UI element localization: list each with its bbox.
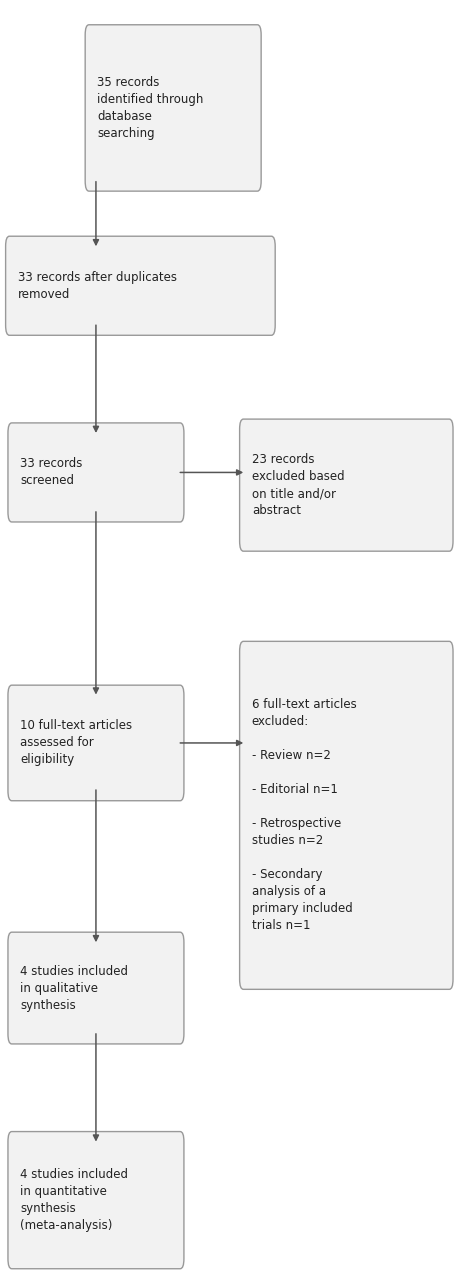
Text: 10 full-text articles
assessed for
eligibility: 10 full-text articles assessed for eligi… (20, 719, 132, 767)
FancyBboxPatch shape (240, 419, 453, 551)
Text: 6 full-text articles
excluded:

- Review n=2

- Editorial n=1

- Retrospective
s: 6 full-text articles excluded: - Review … (252, 698, 357, 932)
FancyBboxPatch shape (8, 686, 184, 801)
FancyBboxPatch shape (8, 423, 184, 522)
Text: 23 records
excluded based
on title and/or
abstract: 23 records excluded based on title and/o… (252, 453, 344, 517)
FancyBboxPatch shape (240, 641, 453, 989)
FancyBboxPatch shape (8, 932, 184, 1044)
FancyBboxPatch shape (85, 24, 261, 190)
Text: 33 records
screened: 33 records screened (20, 457, 82, 488)
FancyBboxPatch shape (8, 1132, 184, 1269)
FancyBboxPatch shape (6, 236, 275, 335)
Text: 33 records after duplicates
removed: 33 records after duplicates removed (18, 271, 177, 301)
Text: 35 records
identified through
database
searching: 35 records identified through database s… (97, 76, 204, 140)
Text: 4 studies included
in qualitative
synthesis: 4 studies included in qualitative synthe… (20, 964, 128, 1012)
Text: 4 studies included
in quantitative
synthesis
(meta-analysis): 4 studies included in quantitative synth… (20, 1168, 128, 1232)
